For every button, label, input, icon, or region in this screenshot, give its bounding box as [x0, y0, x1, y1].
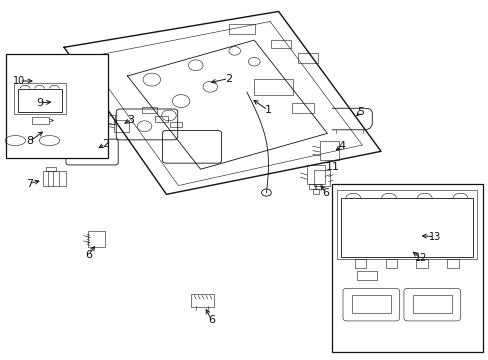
Text: 4: 4 — [338, 141, 345, 151]
Bar — [170, 122, 182, 127]
Bar — [331, 184, 483, 352]
Text: 3: 3 — [127, 115, 134, 125]
Text: 7: 7 — [26, 179, 34, 189]
Bar — [356, 271, 376, 280]
Bar — [42, 171, 66, 186]
Bar — [32, 117, 49, 125]
Bar — [298, 53, 317, 63]
Bar — [291, 103, 313, 113]
Text: 6: 6 — [322, 188, 329, 198]
Text: 2: 2 — [102, 139, 109, 149]
Bar — [254, 79, 293, 95]
Bar — [306, 165, 325, 184]
Bar — [312, 189, 318, 194]
Text: 11: 11 — [325, 162, 340, 172]
Bar — [385, 259, 396, 268]
Bar — [14, 83, 65, 114]
Text: 12: 12 — [414, 253, 427, 263]
Text: 9: 9 — [36, 98, 43, 108]
Bar — [447, 259, 458, 268]
Bar — [320, 140, 338, 160]
Bar — [5, 54, 108, 158]
Bar — [354, 259, 366, 268]
Bar — [271, 40, 290, 48]
Bar — [142, 107, 157, 113]
Bar — [96, 114, 115, 123]
Text: 5: 5 — [356, 107, 363, 117]
Bar — [316, 184, 322, 189]
Bar — [351, 296, 390, 314]
Text: 1: 1 — [264, 105, 271, 115]
Bar — [18, 89, 61, 112]
Text: 10: 10 — [13, 76, 25, 86]
Text: 13: 13 — [427, 232, 440, 242]
Text: 6: 6 — [85, 250, 92, 260]
Bar — [308, 184, 314, 189]
Bar — [114, 120, 129, 132]
Bar — [336, 190, 476, 259]
Bar — [88, 97, 108, 105]
Text: 6: 6 — [207, 315, 214, 325]
Text: 8: 8 — [26, 136, 34, 146]
Bar — [228, 24, 255, 35]
Bar — [77, 80, 104, 90]
Bar — [416, 259, 427, 268]
Bar — [412, 296, 451, 314]
Text: 2: 2 — [224, 73, 231, 84]
Bar — [46, 167, 56, 171]
Bar — [155, 116, 168, 122]
Bar — [340, 198, 472, 257]
